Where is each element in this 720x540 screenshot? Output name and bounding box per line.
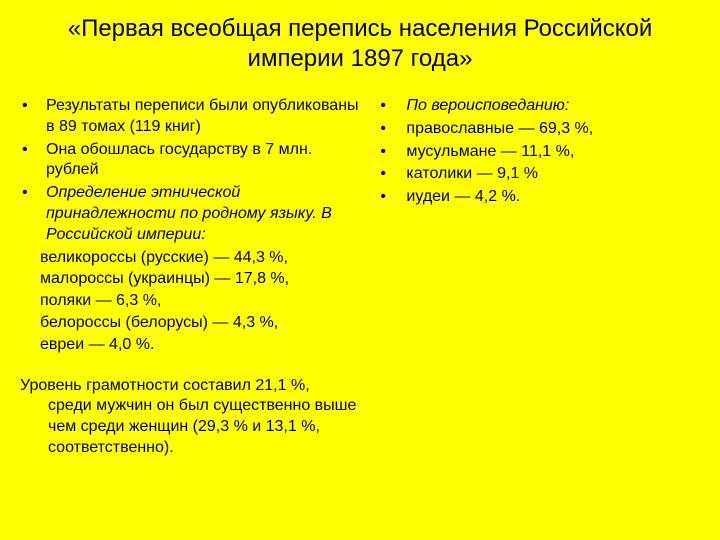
list-item: • Результаты переписи были опубликованы … xyxy=(20,96,368,138)
list-item-text: По вероисповеданию: xyxy=(402,96,700,117)
list-item: • По вероисповеданию: xyxy=(378,96,700,117)
list-item: • католики — 9,1 % xyxy=(378,164,700,185)
list-item: • Она обошлась государству в 7 млн. рубл… xyxy=(20,140,368,182)
bullet-icon: • xyxy=(378,187,402,208)
bullet-icon: • xyxy=(20,96,46,138)
list-item: • Определение этнической принадлежности … xyxy=(20,183,368,245)
list-item: • православные — 69,3 %, xyxy=(378,119,700,140)
sub-line: малороссы (украинцы) — 17,8 %, xyxy=(20,269,368,290)
list-item-text: Результаты переписи были опубликованы в … xyxy=(46,96,368,138)
list-item-text: православные — 69,3 %, xyxy=(402,119,700,140)
bullet-icon: • xyxy=(20,183,46,245)
list-item: • мусульмане — 11,1 %, xyxy=(378,142,700,163)
bullet-icon: • xyxy=(378,142,402,163)
right-bullet-list: • По вероисповеданию: • православные — 6… xyxy=(378,96,700,208)
sub-line: поляки — 6,3 %, xyxy=(20,291,368,312)
literacy-first-line: Уровень грамотности составил 21,1 %, xyxy=(20,377,310,394)
sub-line: евреи — 4,0 %. xyxy=(20,335,368,356)
left-bullet-list: • Результаты переписи были опубликованы … xyxy=(20,96,368,246)
list-item-text: Она обошлась государству в 7 млн. рублей xyxy=(46,140,368,182)
bullet-icon: • xyxy=(378,164,402,185)
literacy-paragraph: Уровень грамотности составил 21,1 %, сре… xyxy=(20,376,368,459)
list-item-text: католики — 9,1 % xyxy=(402,164,700,185)
sub-line: великороссы (русские) — 44,3 %, xyxy=(20,248,368,269)
sub-line: белороссы (белорусы) — 4,3 %, xyxy=(20,313,368,334)
bullet-icon: • xyxy=(378,119,402,140)
list-item-text: иудеи — 4,2 %. xyxy=(402,187,700,208)
bullet-icon: • xyxy=(378,96,402,117)
left-column: • Результаты переписи были опубликованы … xyxy=(20,96,368,459)
right-column: • По вероисповеданию: • православные — 6… xyxy=(378,96,700,459)
bullet-icon: • xyxy=(20,140,46,182)
slide-title: «Первая всеобщая перепись населения Росс… xyxy=(20,14,700,74)
list-item-text: мусульмане — 11,1 %, xyxy=(402,142,700,163)
literacy-rest: среди мужчин он был существенно выше чем… xyxy=(20,396,368,458)
content-columns: • Результаты переписи были опубликованы … xyxy=(20,96,700,459)
list-item-text: Определение этнической принадлежности по… xyxy=(46,183,368,245)
list-item: • иудеи — 4,2 %. xyxy=(378,187,700,208)
